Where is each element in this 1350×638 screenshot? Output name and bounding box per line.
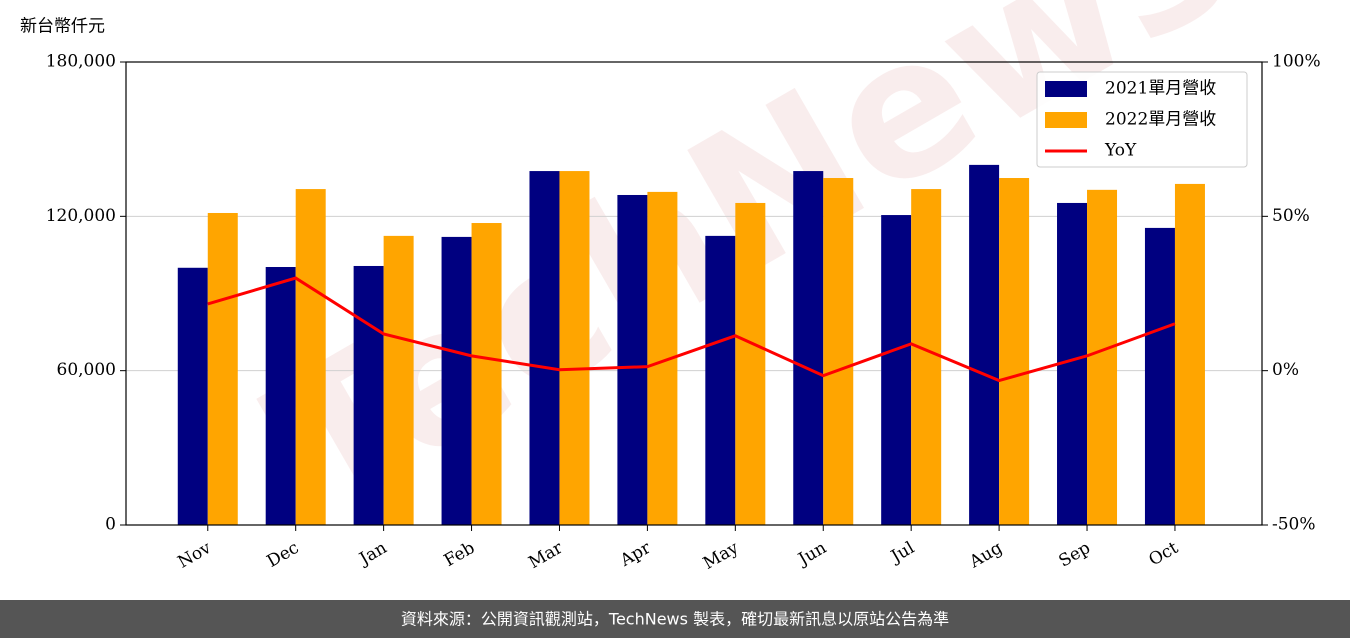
bar xyxy=(735,202,766,526)
footer: 資料來源：公開資訊觀測站，TechNews 製表，確切最新訊息以原站公告為準 xyxy=(401,610,949,629)
bar xyxy=(471,223,502,525)
legend-label: 2021單月營收 xyxy=(1105,79,1216,99)
bar xyxy=(295,189,326,525)
bar xyxy=(1174,183,1205,525)
y2-tick-label: -50% xyxy=(1272,515,1316,535)
y-tick-label: 0 xyxy=(105,515,116,535)
bar xyxy=(559,171,590,525)
y-tick-label: 120,000 xyxy=(46,206,116,226)
bar xyxy=(969,164,1000,525)
bar xyxy=(383,235,414,526)
x-tick-label: Feb xyxy=(441,538,479,571)
bar xyxy=(793,171,824,525)
legend-label: 2022單月營收 xyxy=(1105,110,1216,130)
bar xyxy=(617,194,648,525)
y2-tick-label: 100% xyxy=(1272,52,1321,72)
legend-label: YoY xyxy=(1104,141,1137,161)
bar xyxy=(999,178,1030,526)
bar xyxy=(441,236,472,525)
y-tick-label: 180,000 xyxy=(46,52,116,72)
x-tick-label: Aug xyxy=(965,538,1006,573)
x-tick-label: Oct xyxy=(1145,538,1181,571)
bar xyxy=(207,212,238,525)
y-tick-label: 60,000 xyxy=(57,360,116,380)
footer-bar xyxy=(0,600,1350,638)
bar xyxy=(911,189,942,525)
line xyxy=(207,276,1176,383)
x-tick-label: Nov xyxy=(174,538,214,573)
bar xyxy=(705,235,736,526)
x-tick-label: Sep xyxy=(1056,538,1094,572)
bar xyxy=(1144,227,1175,526)
legend-swatch xyxy=(1045,81,1087,97)
y2-tick-label: 50% xyxy=(1272,206,1310,226)
bar xyxy=(353,265,384,525)
bar xyxy=(177,267,208,525)
y2-tick-label: 0% xyxy=(1272,360,1299,380)
bar xyxy=(881,215,912,525)
x-tick-label: Apr xyxy=(616,537,655,571)
plot-frame xyxy=(125,61,1263,526)
legend-swatch xyxy=(1045,112,1087,128)
x-tick-label: Jun xyxy=(793,538,830,571)
y-axis-label: 新台幣仟元 xyxy=(20,17,105,37)
legend-box xyxy=(1036,71,1248,168)
x-tick-label: Dec xyxy=(264,538,303,572)
bar xyxy=(823,178,854,526)
bar xyxy=(529,171,560,525)
x-tick-label: May xyxy=(700,538,743,574)
bar xyxy=(265,267,296,525)
x-tick-label: Mar xyxy=(525,537,567,573)
x-tick-label: Jul xyxy=(886,538,918,568)
bar xyxy=(1087,189,1118,525)
